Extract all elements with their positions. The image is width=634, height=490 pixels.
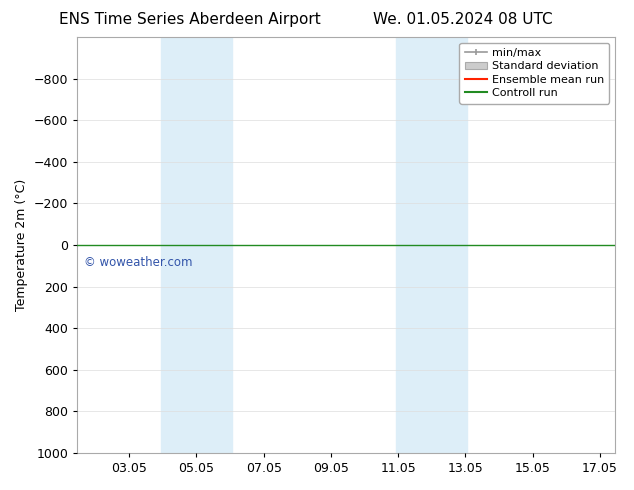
Bar: [396, 37, 467, 453]
Y-axis label: Temperature 2m (°C): Temperature 2m (°C): [15, 179, 28, 311]
Legend: min/max, Standard deviation, Ensemble mean run, Controll run: min/max, Standard deviation, Ensemble me…: [459, 43, 609, 104]
Text: ENS Time Series Aberdeen Airport: ENS Time Series Aberdeen Airport: [60, 12, 321, 27]
Text: We. 01.05.2024 08 UTC: We. 01.05.2024 08 UTC: [373, 12, 553, 27]
Text: © woweather.com: © woweather.com: [84, 256, 192, 270]
Bar: [161, 37, 231, 453]
